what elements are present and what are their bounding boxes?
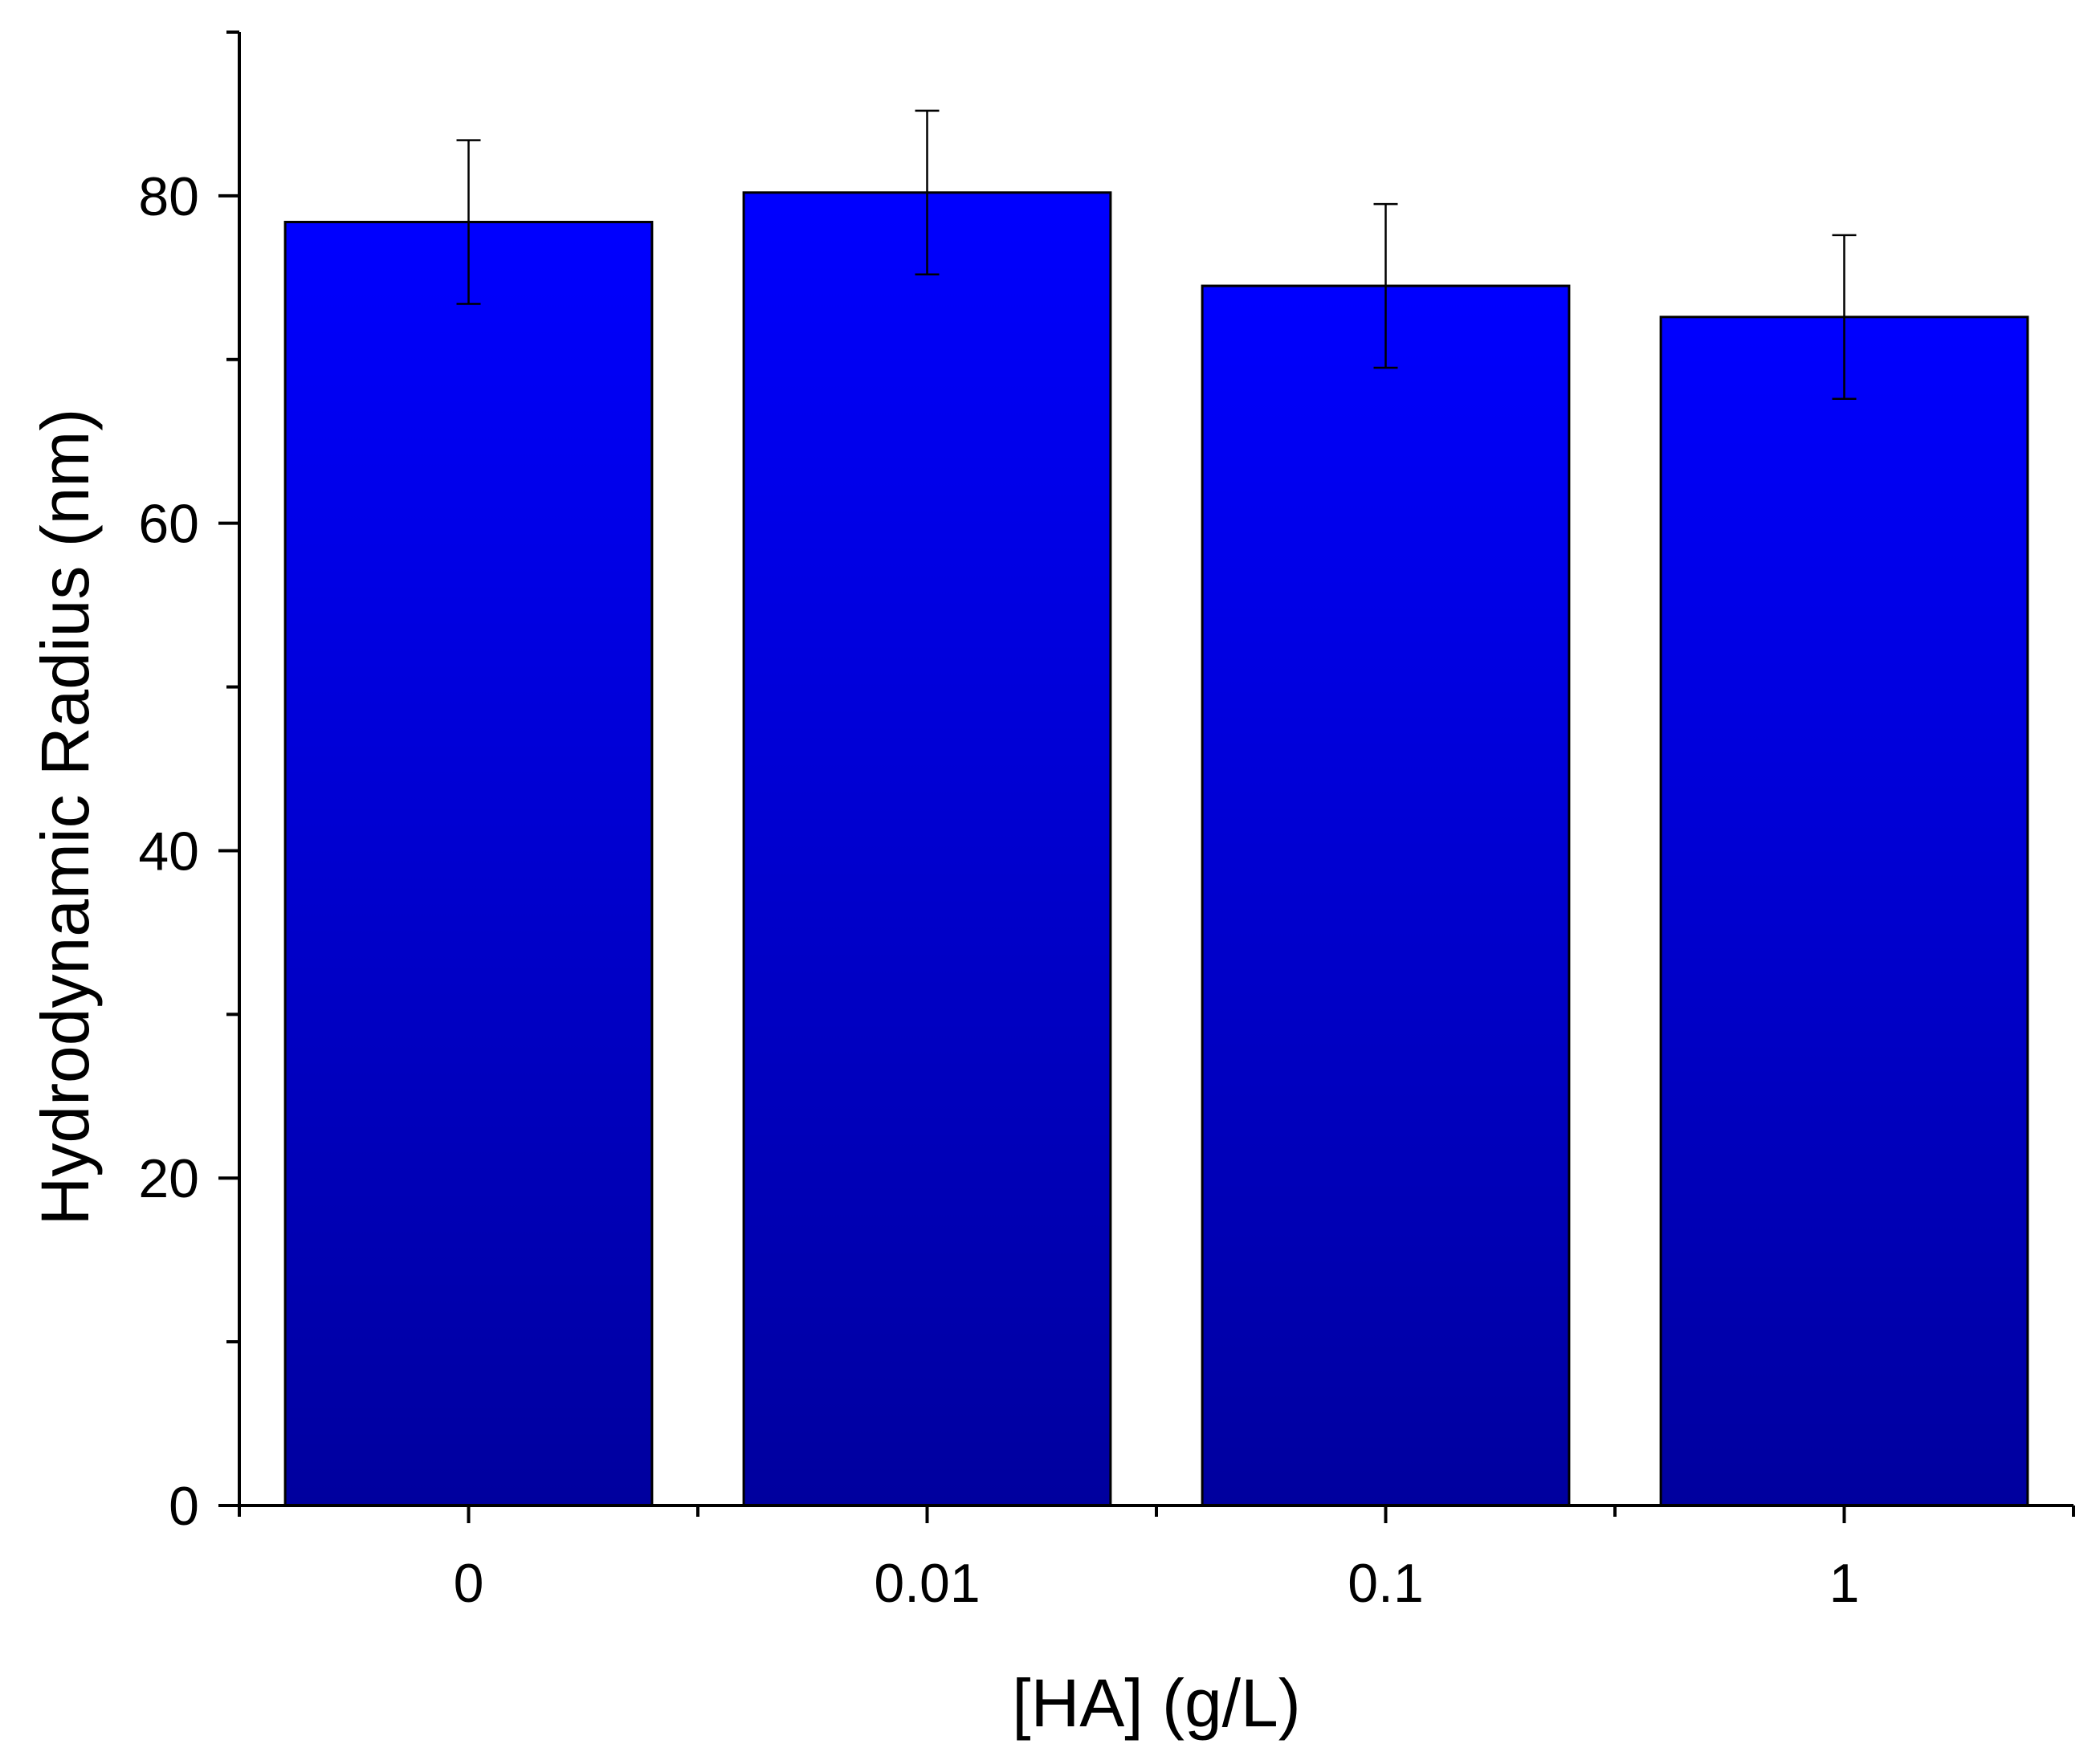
x-tick-label-0: 0 (454, 1553, 484, 1614)
x-tick-label-3: 1 (1829, 1553, 1860, 1614)
y-tick-label-3: 60 (138, 494, 199, 555)
y-tick-label-0: 0 (169, 1476, 199, 1537)
x-tick-label-1: 0.01 (874, 1553, 980, 1614)
bar-3 (1659, 316, 2029, 1507)
y-tick-label-1: 20 (138, 1148, 199, 1209)
y-tick-label-2: 40 (138, 821, 199, 882)
error-bars (456, 109, 1857, 400)
bars (283, 191, 2029, 1507)
tick-labels: 0 0.01 0.1 1 0 20 40 60 80 (138, 166, 1859, 1614)
bar-0 (283, 221, 654, 1507)
bar-2 (1201, 284, 1571, 1507)
x-tick-label-2: 0.1 (1348, 1553, 1424, 1614)
y-axis-title: Hydrodynamic Radius (nm) (27, 409, 103, 1226)
bar-1 (742, 191, 1112, 1507)
axes (218, 31, 2075, 1523)
y-tick-label-4: 80 (138, 166, 199, 227)
x-axis-title: [HA] (g/L) (1012, 1665, 1300, 1741)
